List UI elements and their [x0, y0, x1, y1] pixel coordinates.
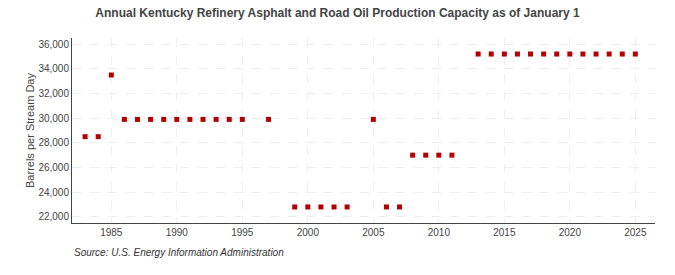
svg-text:Annual Kentucky Refinery Aspha: Annual Kentucky Refinery Asphalt and Roa… [95, 6, 580, 20]
svg-text:1995: 1995 [231, 227, 254, 238]
svg-text:2005: 2005 [362, 227, 385, 238]
svg-text:32,000: 32,000 [38, 88, 69, 99]
svg-text:36,000: 36,000 [38, 39, 69, 50]
svg-text:Barrels per Stream Day: Barrels per Stream Day [24, 73, 36, 188]
svg-text:2025: 2025 [624, 227, 647, 238]
svg-text:28,000: 28,000 [38, 137, 69, 148]
svg-text:Source: U.S. Energy Informatio: Source: U.S. Energy Information Administ… [74, 247, 284, 258]
svg-text:1990: 1990 [166, 227, 189, 238]
svg-text:26,000: 26,000 [38, 162, 69, 173]
svg-text:2015: 2015 [493, 227, 516, 238]
svg-text:24,000: 24,000 [38, 187, 69, 198]
svg-text:22,000: 22,000 [38, 211, 69, 222]
svg-text:2020: 2020 [559, 227, 582, 238]
svg-text:2000: 2000 [297, 227, 320, 238]
svg-text:34,000: 34,000 [38, 63, 69, 74]
svg-text:30,000: 30,000 [38, 113, 69, 124]
svg-text:2010: 2010 [428, 227, 451, 238]
svg-text:1985: 1985 [100, 227, 123, 238]
